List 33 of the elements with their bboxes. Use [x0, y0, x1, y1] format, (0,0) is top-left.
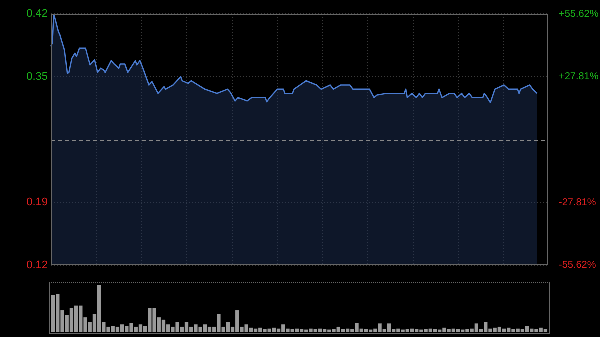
bar	[322, 329, 327, 332]
y-tick-label: 0.12	[26, 259, 48, 272]
bar	[138, 324, 143, 332]
bar	[520, 329, 525, 332]
bar	[456, 329, 460, 332]
y-tick-label: 0.35	[26, 70, 48, 83]
bar	[300, 329, 304, 332]
y2-tick-label: -27.81%	[559, 197, 596, 208]
bar	[51, 295, 56, 332]
bar	[184, 322, 189, 332]
bar	[410, 328, 414, 332]
bar	[364, 329, 368, 332]
bar	[208, 326, 212, 332]
y2-tick-label: +55.62%	[559, 8, 599, 20]
bar	[272, 328, 276, 332]
y-tick-label: 0.42	[26, 8, 48, 20]
bar	[525, 326, 530, 332]
bar	[74, 306, 78, 332]
bar	[116, 326, 120, 332]
y2-tick-label: -55.62%	[559, 260, 596, 272]
bar	[502, 328, 506, 332]
bar	[70, 308, 74, 332]
y-tick-label: 0.19	[26, 196, 48, 209]
bar	[295, 328, 300, 332]
bar	[544, 329, 548, 332]
bar	[254, 328, 258, 332]
bar	[341, 329, 346, 332]
y2-tick-label: +27.81%	[559, 72, 599, 83]
bar	[162, 320, 166, 332]
bar	[318, 328, 322, 332]
bar	[276, 328, 281, 332]
bar	[433, 329, 438, 332]
bar	[387, 324, 392, 332]
